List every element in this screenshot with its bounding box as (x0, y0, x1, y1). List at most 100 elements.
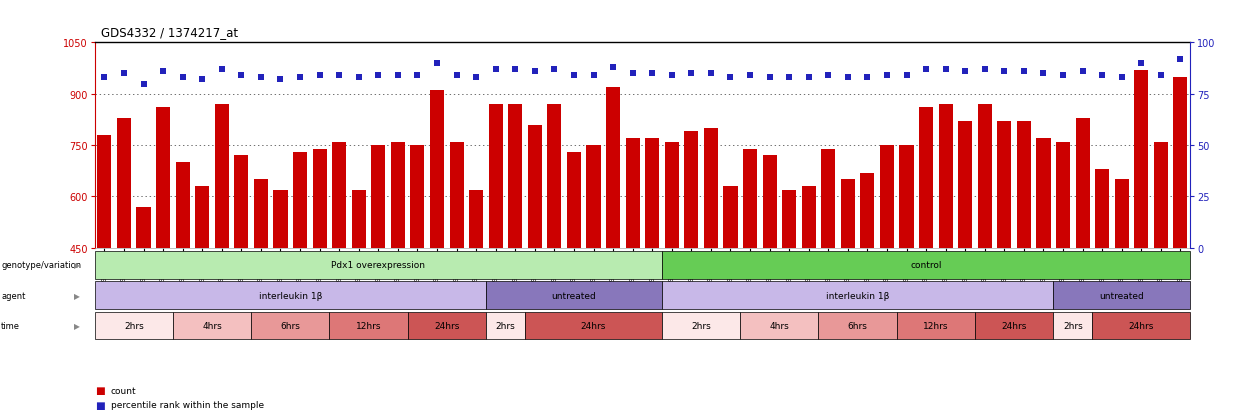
Text: ▶: ▶ (75, 321, 80, 330)
Bar (351, 190, 366, 248)
Bar (625, 139, 640, 248)
Bar (173, 312, 251, 339)
Bar (939, 105, 952, 248)
Bar (743, 149, 757, 248)
Bar (1173, 78, 1188, 248)
Text: 2hrs: 2hrs (496, 321, 515, 330)
Text: interleukin 1β: interleukin 1β (259, 291, 322, 300)
Text: interleukin 1β: interleukin 1β (825, 291, 889, 300)
Bar (234, 156, 249, 248)
Bar (977, 105, 992, 248)
Bar (469, 190, 483, 248)
Bar (566, 153, 581, 248)
Bar (899, 146, 914, 248)
Text: 6hrs: 6hrs (848, 321, 868, 330)
Bar (95, 252, 662, 279)
Text: 24hrs: 24hrs (1129, 321, 1154, 330)
Text: 24hrs: 24hrs (1001, 321, 1027, 330)
Text: untreated: untreated (552, 291, 596, 300)
Text: 24hrs: 24hrs (435, 321, 459, 330)
Bar (330, 312, 407, 339)
Bar (411, 146, 425, 248)
Bar (822, 149, 835, 248)
Bar (525, 312, 662, 339)
Bar (723, 187, 737, 248)
Text: agent: agent (1, 291, 26, 300)
Bar (548, 105, 561, 248)
Bar (117, 119, 131, 248)
Bar (1154, 142, 1168, 248)
Bar (293, 153, 308, 248)
Bar (1134, 71, 1148, 248)
Text: Pdx1 overexpression: Pdx1 overexpression (331, 261, 426, 270)
Text: percentile rank within the sample: percentile rank within the sample (111, 400, 264, 409)
Bar (1017, 122, 1031, 248)
Bar (997, 122, 1011, 248)
Bar (665, 142, 679, 248)
Bar (840, 180, 855, 248)
Bar (156, 108, 171, 248)
Bar (391, 142, 405, 248)
Bar (802, 187, 815, 248)
Bar (896, 312, 975, 339)
Bar (782, 190, 797, 248)
Bar (95, 312, 173, 339)
Bar (1056, 142, 1071, 248)
Bar (606, 88, 620, 248)
Bar (1036, 139, 1051, 248)
Bar (741, 312, 818, 339)
Bar (703, 129, 718, 248)
Bar (508, 105, 523, 248)
Bar (1053, 312, 1092, 339)
Bar (662, 282, 1053, 309)
Bar (685, 132, 698, 248)
Bar (176, 163, 189, 248)
Bar (880, 146, 894, 248)
Text: ▶: ▶ (75, 261, 80, 270)
Bar (488, 105, 503, 248)
Text: 12hrs: 12hrs (923, 321, 949, 330)
Text: untreated: untreated (1099, 291, 1144, 300)
Bar (449, 142, 463, 248)
Text: 2hrs: 2hrs (123, 321, 143, 330)
Bar (254, 180, 268, 248)
Text: time: time (1, 321, 20, 330)
Bar (860, 173, 874, 248)
Text: ■: ■ (95, 400, 105, 410)
Text: GDS4332 / 1374217_at: GDS4332 / 1374217_at (101, 26, 238, 39)
Bar (818, 312, 896, 339)
Text: 12hrs: 12hrs (356, 321, 381, 330)
Bar (1092, 312, 1190, 339)
Bar (486, 312, 525, 339)
Bar (371, 146, 386, 248)
Bar (975, 312, 1053, 339)
Text: ▶: ▶ (75, 291, 80, 300)
Bar (919, 108, 934, 248)
Text: 2hrs: 2hrs (691, 321, 711, 330)
Bar (312, 149, 326, 248)
Bar (214, 105, 229, 248)
Text: 2hrs: 2hrs (1063, 321, 1083, 330)
Bar (586, 146, 600, 248)
Bar (662, 252, 1190, 279)
Bar (662, 312, 741, 339)
Text: 6hrs: 6hrs (280, 321, 300, 330)
Bar (332, 142, 346, 248)
Bar (251, 312, 330, 339)
Bar (1114, 180, 1129, 248)
Text: genotype/variation: genotype/variation (1, 261, 81, 270)
Bar (407, 312, 486, 339)
Bar (486, 282, 662, 309)
Bar (95, 282, 486, 309)
Bar (528, 125, 542, 248)
Bar (137, 207, 151, 248)
Text: ■: ■ (95, 385, 105, 395)
Bar (195, 187, 209, 248)
Bar (1076, 119, 1089, 248)
Text: 24hrs: 24hrs (581, 321, 606, 330)
Bar (959, 122, 972, 248)
Text: count: count (111, 386, 137, 395)
Text: 4hrs: 4hrs (769, 321, 789, 330)
Text: control: control (910, 261, 942, 270)
Bar (1053, 282, 1190, 309)
